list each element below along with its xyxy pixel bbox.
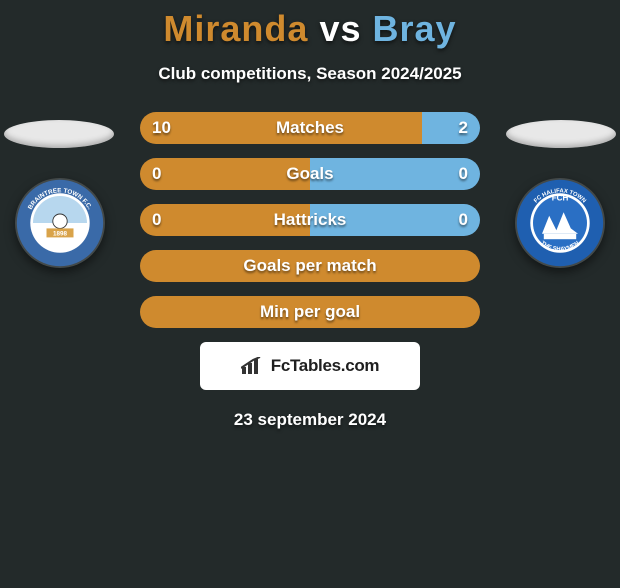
comparison-panel: 1898 BRAINTREE TOWN F.C. THE IRON FCH FC… xyxy=(0,112,620,430)
crest-left-ball xyxy=(53,214,67,228)
stat-bar-label: Matches xyxy=(140,112,480,144)
brand-text: FcTables.com xyxy=(271,356,380,376)
stat-bar-value-left: 10 xyxy=(152,112,171,144)
stat-bar-value-right: 0 xyxy=(459,158,468,190)
stat-bar: Matches10 2 xyxy=(140,112,480,144)
stat-bars: Matches102Goals00Hattricks00Goals per ma… xyxy=(140,112,480,328)
crest-right-svg: FCH FC HALIFAX TOWN THE SHAYMEN xyxy=(515,178,605,268)
date-label: 23 september 2024 xyxy=(0,410,620,430)
subtitle: Club competitions, Season 2024/2025 xyxy=(0,64,620,84)
stat-bar-value-left: 0 xyxy=(152,204,161,236)
stat-bar-label: Hattricks xyxy=(140,204,480,236)
stat-bar-value-right: 0 xyxy=(459,204,468,236)
stat-bar: Min per goal xyxy=(140,296,480,328)
title-right: Bray xyxy=(373,8,457,49)
page-title: Miranda vs Bray xyxy=(0,8,620,50)
stat-bar: Goals per match xyxy=(140,250,480,282)
player-placeholder-right xyxy=(506,120,616,148)
crest-left-year: 1898 xyxy=(53,231,68,238)
title-sep: vs xyxy=(319,8,361,49)
stat-bar-label: Goals xyxy=(140,158,480,190)
stat-bar-value-left: 0 xyxy=(152,158,161,190)
crest-right-base xyxy=(544,234,576,239)
title-left: Miranda xyxy=(163,8,308,49)
chart-icon xyxy=(241,357,265,375)
stat-bar-label: Goals per match xyxy=(140,250,480,282)
stat-bar: Hattricks0 0 xyxy=(140,204,480,236)
stat-bar-label: Min per goal xyxy=(140,296,480,328)
crest-left-svg: 1898 BRAINTREE TOWN F.C. THE IRON xyxy=(15,178,105,268)
player-placeholder-left xyxy=(4,120,114,148)
stat-bar: Goals0 0 xyxy=(140,158,480,190)
club-crest-right: FCH FC HALIFAX TOWN THE SHAYMEN xyxy=(515,178,605,268)
club-crest-left: 1898 BRAINTREE TOWN F.C. THE IRON xyxy=(15,178,105,268)
brand-box: FcTables.com xyxy=(200,342,420,390)
stat-bar-value-right: 2 xyxy=(459,112,468,144)
